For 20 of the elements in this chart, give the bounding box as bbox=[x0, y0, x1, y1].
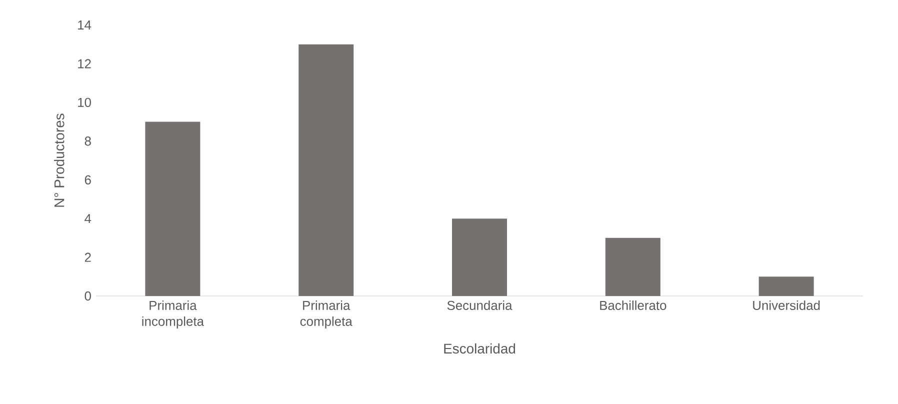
y-tick-label: 0 bbox=[84, 291, 91, 301]
x-tick-label: Bachillerato bbox=[600, 300, 666, 310]
y-tick-label: 6 bbox=[84, 175, 91, 184]
x-tick-label: Primaria incompleta bbox=[142, 300, 204, 329]
bar bbox=[758, 276, 814, 296]
x-axis-title: Escolaridad bbox=[444, 343, 516, 354]
bar bbox=[145, 122, 200, 296]
y-tick-label: 12 bbox=[78, 59, 91, 68]
x-tick-label: Primaria completa bbox=[300, 300, 352, 329]
y-tick-label: 8 bbox=[84, 136, 91, 146]
x-tick-label: Universidad bbox=[753, 300, 820, 310]
y-tick-label: 4 bbox=[84, 214, 92, 224]
x-tick-label: Secundaria bbox=[447, 300, 512, 310]
y-tick-label: 10 bbox=[78, 98, 91, 108]
bar bbox=[452, 218, 508, 296]
bar bbox=[298, 44, 354, 296]
y-tick-label: 14 bbox=[78, 20, 92, 30]
y-tick-label: 2 bbox=[84, 252, 91, 262]
y-axis-title: N° Productores bbox=[54, 114, 64, 207]
bar bbox=[605, 238, 660, 296]
